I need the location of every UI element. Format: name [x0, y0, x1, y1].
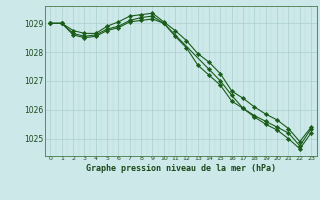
X-axis label: Graphe pression niveau de la mer (hPa): Graphe pression niveau de la mer (hPa) — [86, 164, 276, 173]
